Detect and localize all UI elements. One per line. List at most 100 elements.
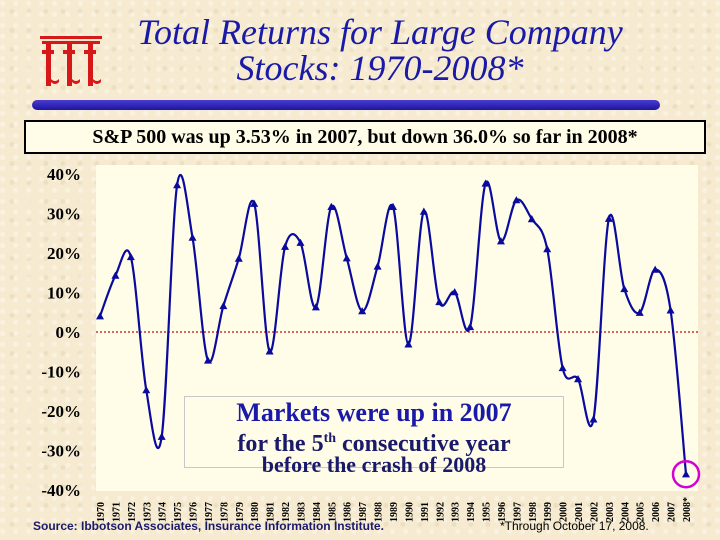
data-point (281, 242, 290, 250)
y-tick-label: 30% (47, 205, 81, 224)
logo-icon (40, 36, 102, 86)
y-tick-label: -30% (41, 442, 81, 461)
x-tick-label: 1994 (466, 502, 477, 522)
annotation-line-2-post: consecutive year (336, 431, 511, 457)
data-point (635, 308, 644, 316)
x-tick-label: 2005 (636, 502, 647, 522)
data-point (543, 245, 552, 253)
data-point (419, 207, 428, 215)
y-tick-label: 10% (47, 284, 81, 303)
x-tick-label: 1978 (219, 502, 230, 522)
data-point (620, 284, 629, 293)
x-tick-label: 1979 (235, 502, 246, 522)
x-tick-label: 1999 (543, 502, 554, 522)
data-point (589, 415, 598, 423)
data-point (188, 233, 197, 241)
data-point (342, 254, 351, 262)
x-tick-label: 1997 (512, 502, 523, 522)
data-point (496, 237, 505, 245)
x-tick-label: 2000 (559, 502, 570, 522)
x-tick-label: 2002 (589, 502, 600, 522)
annotation-line-2-sup: th (323, 431, 337, 446)
data-point (682, 470, 690, 478)
data-point (219, 301, 228, 310)
data-point (311, 303, 320, 311)
footnote: *Through October 17, 2008. (500, 519, 649, 533)
x-tick-label: 1977 (204, 502, 215, 522)
x-tick-label: 2001 (574, 502, 585, 522)
data-point (558, 363, 567, 372)
data-point (126, 252, 135, 261)
title-divider (32, 100, 660, 110)
source-note: Source: Ibbotson Associates, Insurance I… (33, 519, 384, 533)
x-tick-label: 1970 (96, 502, 107, 522)
data-point (296, 238, 305, 246)
data-point (450, 288, 459, 296)
x-tick-label: 1987 (358, 502, 369, 522)
x-tick-label: 1980 (250, 502, 261, 522)
page-title: Total Returns for Large Company Stocks: … (100, 14, 660, 86)
data-point (512, 196, 521, 204)
data-point (157, 432, 166, 440)
data-point (404, 340, 413, 348)
x-tick-label: 1985 (327, 502, 338, 522)
title-line-1: Total Returns for Large Company (137, 12, 623, 52)
data-point (142, 386, 151, 394)
x-tick-label: 1974 (158, 502, 169, 522)
data-point (481, 179, 490, 187)
y-tick-label: 0% (56, 323, 82, 342)
x-tick-label: 1976 (189, 502, 200, 522)
data-point (327, 202, 336, 210)
data-point (435, 297, 444, 306)
data-point (527, 215, 536, 223)
data-point (666, 306, 675, 314)
y-tick-label: -10% (41, 363, 81, 382)
data-point (466, 322, 475, 331)
x-tick-label: 2004 (620, 502, 631, 522)
x-tick-label: 1991 (420, 502, 431, 522)
data-point (389, 202, 397, 210)
data-point (574, 375, 583, 383)
data-point (96, 312, 104, 320)
x-tick-label: 1986 (343, 502, 354, 522)
y-tick-label: 40% (47, 165, 81, 184)
x-tick-label: 2006 (651, 502, 662, 522)
annotation-line-3: before the crash of 2008 (261, 452, 487, 477)
x-tick-label: 1988 (374, 502, 385, 522)
data-point (173, 181, 182, 189)
data-point (651, 265, 660, 273)
x-tick-label: 1989 (389, 502, 400, 522)
x-tick-label: 1982 (281, 502, 292, 522)
x-tick-label: 1972 (127, 502, 138, 522)
x-tick-label: 2007 (667, 502, 678, 522)
data-point (358, 307, 367, 315)
data-point (203, 356, 212, 364)
annotation-box: Markets were up in 2007 for the 5th cons… (184, 396, 564, 468)
highlight-circle (671, 459, 701, 489)
y-tick-label: -40% (41, 481, 81, 500)
x-tick-label: 1993 (451, 502, 462, 522)
x-tick-label: 1995 (482, 502, 493, 522)
y-tick-label: -20% (41, 402, 81, 421)
y-tick-label: 20% (47, 244, 81, 263)
x-tick-label: 2008* (682, 497, 693, 522)
annotation-line-1: Markets were up in 2007 (236, 398, 512, 427)
x-tick-label: 1984 (312, 502, 323, 522)
data-point (250, 199, 259, 207)
x-tick-label: 1981 (266, 502, 277, 522)
data-point (111, 271, 120, 279)
x-tick-label: 1996 (497, 502, 508, 522)
x-tick-label: 2003 (605, 502, 616, 522)
x-tick-label: 1975 (173, 502, 184, 522)
x-tick-label: 1971 (111, 502, 122, 522)
annotation-line-2-pre: for the 5 (237, 431, 324, 457)
x-tick-label: 1992 (435, 502, 446, 522)
headline-banner: S&P 500 was up 3.53% in 2007, but down 3… (24, 120, 706, 154)
title-line-2: Stocks: 1970-2008* (236, 48, 524, 88)
data-point (265, 347, 274, 355)
x-tick-label: 1990 (404, 502, 415, 522)
data-point (373, 262, 382, 270)
x-tick-label: 1983 (296, 502, 307, 522)
data-point (604, 214, 613, 222)
